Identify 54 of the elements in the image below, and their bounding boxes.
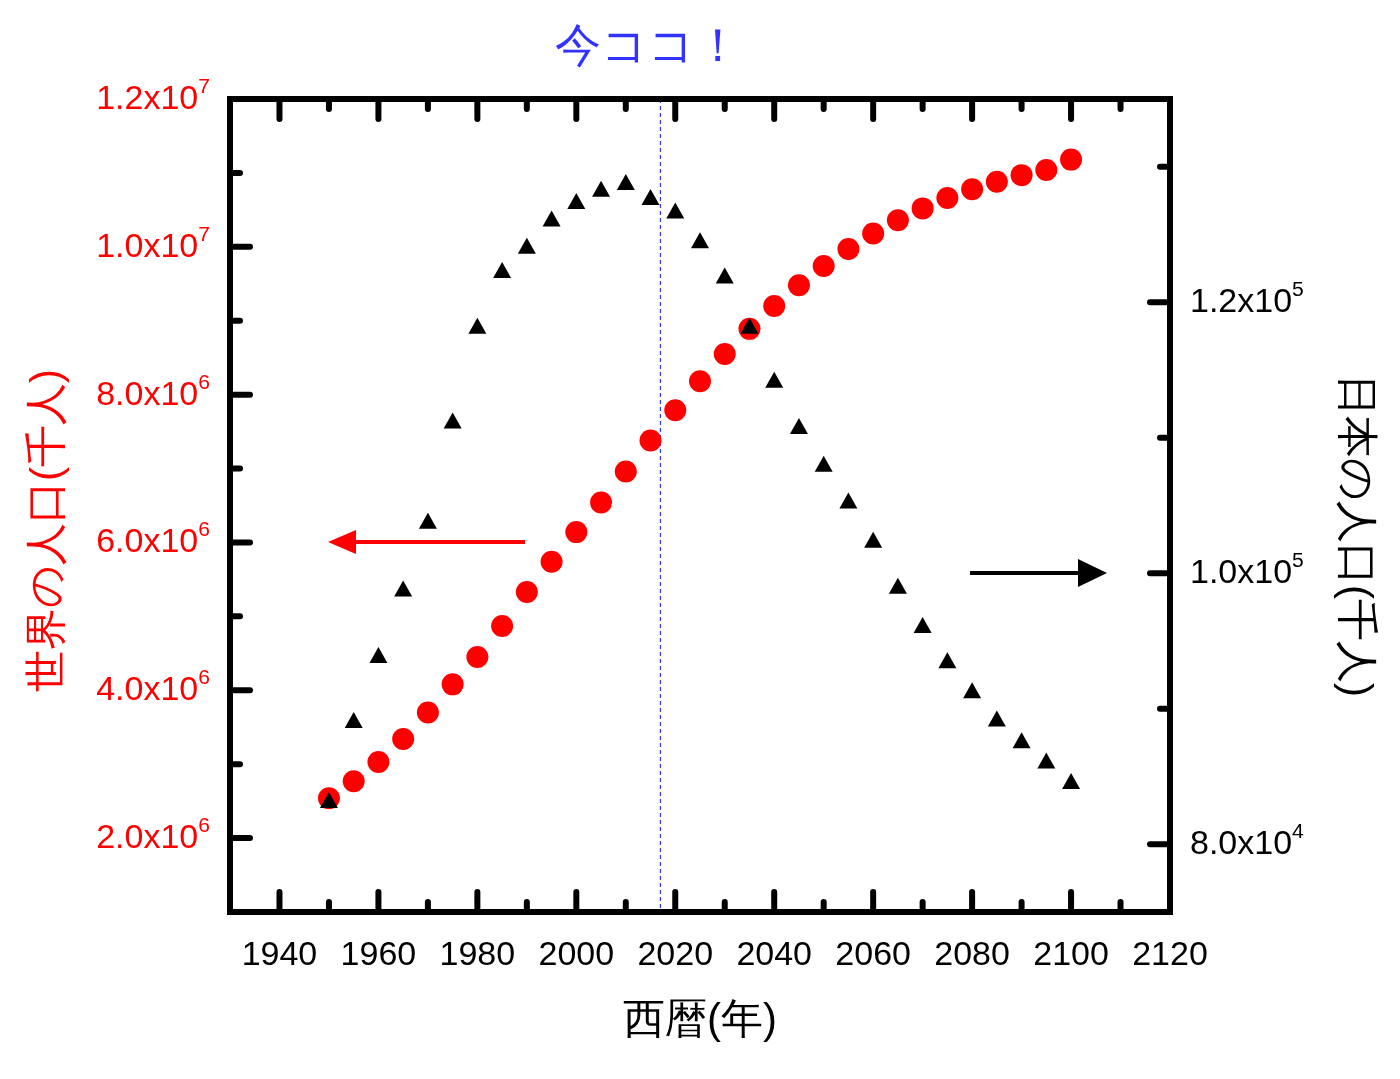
y2-tick-label: 1.0x10$^{5}$	[1190, 548, 1304, 591]
point	[641, 188, 660, 205]
point	[592, 180, 611, 197]
point	[1012, 732, 1031, 749]
x-tick-label: 2000	[538, 934, 615, 972]
point	[864, 531, 883, 548]
point	[567, 192, 586, 209]
ref-line-label: 今ココ！	[555, 19, 742, 71]
y-axis-title: 世界の人口(千人)	[21, 369, 69, 692]
x-tick-label: 1940	[241, 934, 318, 972]
point	[666, 202, 685, 219]
point	[888, 577, 907, 594]
y2-tick-label: 1.2x10$^{5}$	[1190, 277, 1304, 320]
point	[938, 652, 957, 669]
x-tick-label: 2120	[1132, 934, 1208, 972]
y2-axis-title: 日本の人口(千人)	[1334, 374, 1382, 697]
point	[814, 455, 833, 472]
x-tick-label: 2040	[736, 934, 813, 972]
x-axis-title: 西暦(年)	[623, 994, 777, 1042]
y2-tick-label: 8.0x10$^{4}$	[1190, 819, 1305, 862]
point	[493, 262, 512, 279]
ref-line: 今ココ！	[555, 19, 742, 913]
x-tick-label: 1980	[439, 934, 516, 972]
point	[789, 417, 808, 434]
point	[963, 682, 982, 699]
x-tick-label: 2020	[637, 934, 714, 972]
point	[765, 371, 784, 388]
point	[740, 317, 759, 334]
x-tick-label: 2060	[835, 934, 911, 972]
point	[913, 617, 932, 634]
x-tick-label: 1960	[340, 934, 417, 972]
y-tick-label: 6.0x10$^{6}$	[96, 517, 210, 560]
x-tick-label: 2080	[934, 934, 1010, 972]
point	[1062, 772, 1081, 789]
point	[1037, 752, 1056, 769]
point	[468, 317, 487, 334]
y-tick-label: 2.0x10$^{6}$	[96, 813, 210, 856]
x-tick-label: 2100	[1033, 934, 1109, 972]
point	[394, 580, 413, 597]
point	[715, 267, 734, 284]
point	[839, 492, 858, 509]
y-tick-label: 4.0x10$^{6}$	[96, 665, 210, 708]
point	[418, 512, 437, 529]
point	[987, 710, 1006, 727]
point	[369, 646, 388, 663]
point	[542, 210, 561, 227]
point	[517, 237, 536, 254]
point	[691, 232, 709, 249]
point	[344, 711, 363, 728]
y-tick-label: 1.2x10$^{7}$	[96, 74, 210, 116]
point	[443, 412, 462, 429]
y-tick-label: 1.0x10$^{7}$	[96, 221, 210, 264]
y-tick-label: 8.0x10$^{6}$	[96, 369, 210, 412]
point	[616, 174, 635, 191]
